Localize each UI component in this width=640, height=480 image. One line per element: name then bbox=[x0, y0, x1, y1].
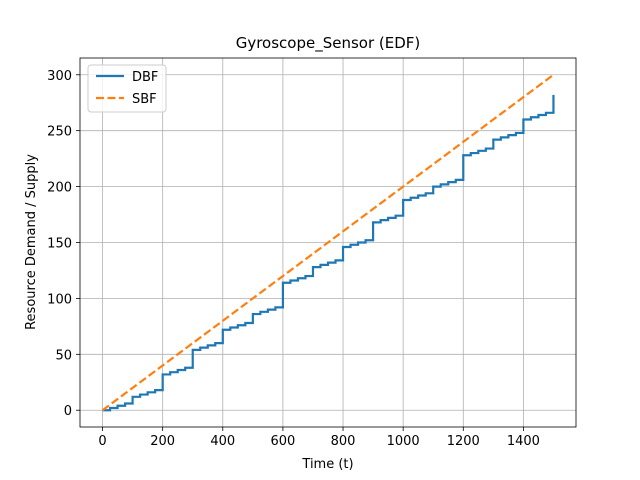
y-tick-label: 50 bbox=[55, 348, 72, 363]
y-tick-label: 150 bbox=[47, 237, 72, 252]
y-tick-label: 250 bbox=[47, 125, 72, 140]
legend-label-dbf: DBF bbox=[132, 70, 158, 85]
y-tick-label: 100 bbox=[47, 292, 72, 307]
x-tick-label: 600 bbox=[270, 434, 295, 449]
y-tick-label: 200 bbox=[47, 181, 72, 196]
x-axis-label: Time (t) bbox=[301, 457, 353, 472]
x-tick-label: 1200 bbox=[447, 434, 480, 449]
x-tick-label: 400 bbox=[210, 434, 235, 449]
grid bbox=[80, 58, 576, 427]
legend: DBF SBF bbox=[87, 64, 167, 113]
y-axis-label: Resource Demand / Supply bbox=[24, 154, 39, 330]
series-line-sbf bbox=[101, 73, 555, 412]
x-tick-label: 0 bbox=[98, 434, 106, 449]
ticks: 0 200 400 600 800 1000 1200 1400 0 50 100 150 200 250… bbox=[47, 69, 540, 449]
x-tick-label: 800 bbox=[331, 434, 356, 449]
chart-title: Gyroscope_Sensor (EDF) bbox=[236, 34, 421, 53]
x-tick-label: 1000 bbox=[387, 434, 420, 449]
series-line-dbf bbox=[102, 94, 555, 412]
y-tick-label: 0 bbox=[64, 404, 72, 419]
legend-label-sbf: SBF bbox=[132, 92, 157, 107]
series-group bbox=[101, 73, 555, 412]
y-tick-label: 300 bbox=[47, 69, 72, 84]
x-tick-label: 1400 bbox=[507, 434, 540, 449]
x-tick-label: 200 bbox=[150, 434, 175, 449]
